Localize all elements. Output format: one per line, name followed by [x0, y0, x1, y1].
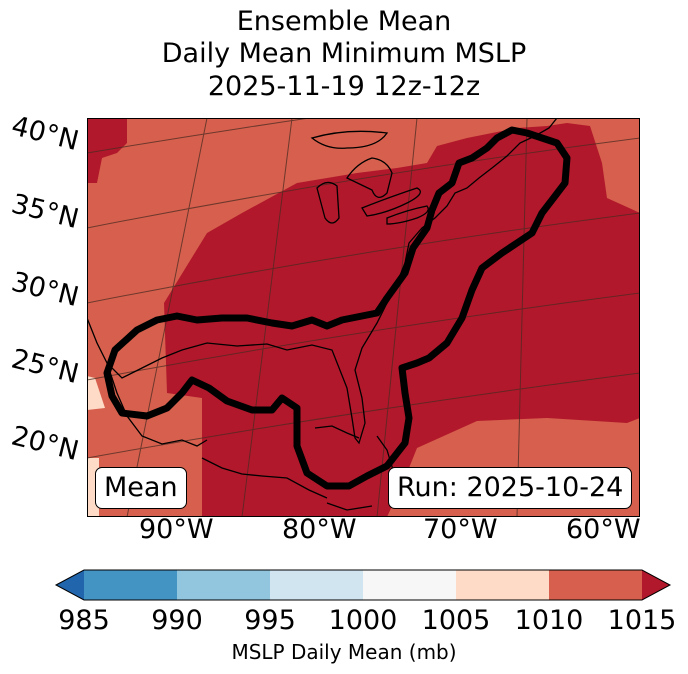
colorbar-extend-low [56, 570, 84, 600]
colorbar-label: MSLP Daily Mean (mb) [231, 640, 457, 664]
colorbar [54, 569, 672, 601]
colorbar-tick-1015: 1015 [607, 605, 677, 636]
colorbar-segment-990-995 [177, 570, 270, 600]
contour-line [103, 126, 571, 490]
colorbar-segment-995-1000 [270, 570, 363, 600]
low-pressure-region [164, 123, 640, 517]
higher-pressure-patch-w [87, 376, 105, 410]
mean-label-box: Mean [95, 467, 187, 509]
colorbar-outline [54, 569, 672, 601]
map-canvas [87, 118, 640, 517]
title-line-1: Ensemble Mean [236, 6, 452, 37]
map-panel [87, 118, 640, 517]
lon-label-90w: 90°W [139, 514, 214, 545]
lat-label-25: 25°N [8, 343, 82, 391]
colorbar-segment-1000-1005 [363, 570, 456, 600]
colorbar-extend-high [642, 570, 670, 600]
lon-label-70w: 70°W [423, 514, 498, 545]
colorbar-tick-990: 990 [151, 605, 203, 636]
lat-label-20: 20°N [8, 420, 82, 468]
colorbar-tick-1005: 1005 [421, 605, 491, 636]
coastlines [87, 118, 558, 511]
low-pressure-patch [87, 118, 127, 183]
lat-label-30: 30°N [8, 266, 82, 314]
run-date-box: Run: 2025-10-24 [388, 467, 633, 509]
title-line-3: 2025-11-19 12z-12z [207, 71, 481, 102]
title-line-2: Daily Mean Minimum MSLP [161, 38, 527, 69]
lat-label-40: 40°N [8, 110, 82, 158]
colorbar-segment-985-990 [84, 570, 177, 600]
colorbar-tick-1010: 1010 [514, 605, 584, 636]
colorbar-tick-985: 985 [58, 605, 110, 636]
lat-label-35: 35°N [8, 188, 82, 236]
colorbar-tick-1000: 1000 [328, 605, 398, 636]
lon-label-60w: 60°W [566, 514, 641, 545]
colorbar-tick-995: 995 [244, 605, 296, 636]
lon-label-80w: 80°W [282, 514, 357, 545]
colorbar-segment-1010-1015 [549, 570, 642, 600]
colorbar-segment-1005-1010 [456, 570, 549, 600]
